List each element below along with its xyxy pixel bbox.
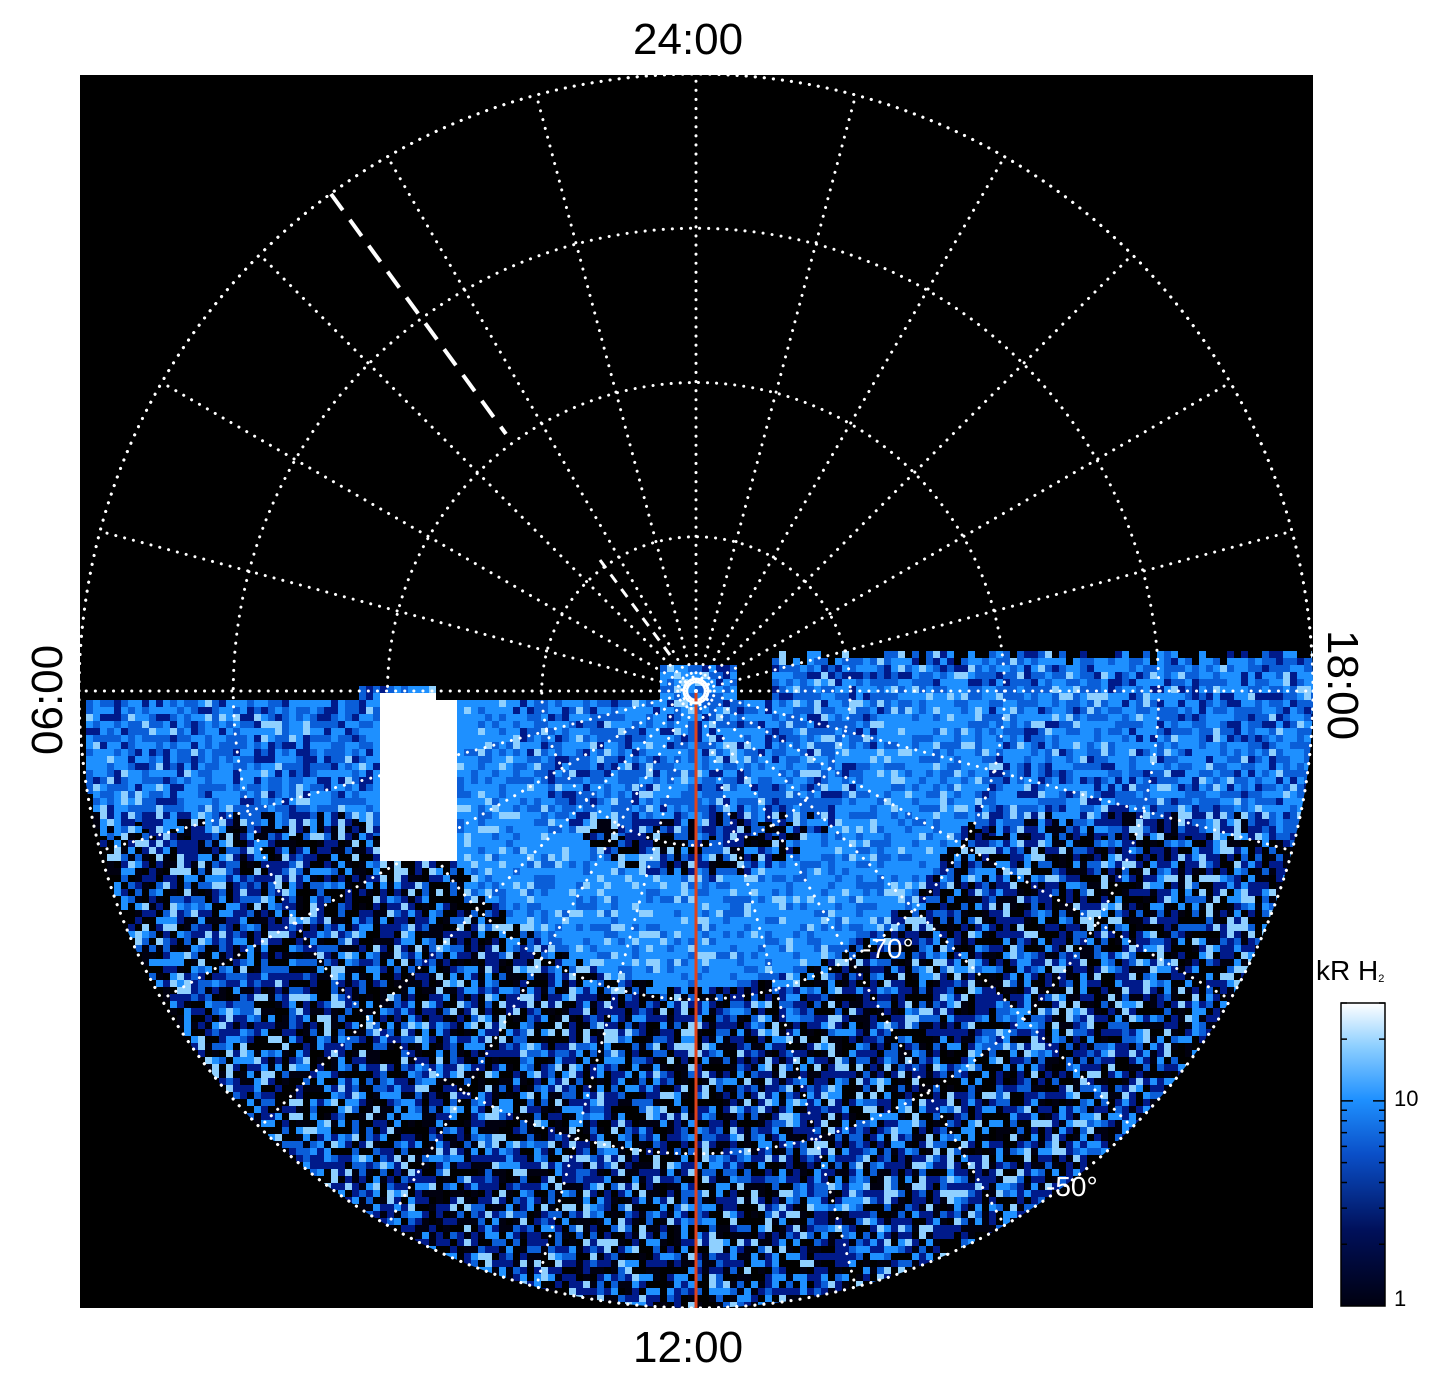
meridian-line-15 bbox=[258, 689, 698, 1129]
meridian-line-10 bbox=[694, 689, 1006, 1227]
pole-marker-dot bbox=[694, 689, 698, 693]
colorbar-title: kR H2 bbox=[1316, 955, 1385, 986]
auroral-emission-layer bbox=[86, 651, 1313, 1308]
meridian-line-22 bbox=[386, 155, 698, 693]
local-time-label-right: 18:00 bbox=[1318, 630, 1367, 741]
pole-marker bbox=[682, 677, 710, 705]
meridian-line-7 bbox=[694, 689, 1294, 853]
meridian-line-23 bbox=[534, 93, 698, 693]
meridian-line-16 bbox=[160, 689, 698, 1001]
meridian-line-20 bbox=[160, 381, 698, 693]
meridian-line-4 bbox=[694, 381, 1232, 693]
meridian-line-19 bbox=[98, 529, 698, 693]
meridian-line-9 bbox=[694, 689, 1134, 1129]
meridian-line-13 bbox=[534, 689, 698, 1289]
meridian-line-21 bbox=[258, 253, 698, 693]
meridian-line-5 bbox=[694, 529, 1294, 693]
meridian-line-17 bbox=[98, 689, 698, 853]
dashed-meridian-marker bbox=[329, 192, 508, 436]
meridian-line-14 bbox=[386, 689, 698, 1227]
latitude-label-70: -70° bbox=[862, 933, 914, 964]
local-time-label-bottom: 12:00 bbox=[633, 1323, 744, 1372]
meridian-line-3 bbox=[694, 253, 1134, 693]
latitude-label-50: -50° bbox=[1046, 1171, 1098, 1202]
meridian-line-8 bbox=[694, 689, 1232, 1001]
colorbar-minor-ticks bbox=[1341, 1002, 1385, 1246]
meridian-line-1 bbox=[694, 93, 858, 693]
meridian-line-11 bbox=[694, 689, 858, 1289]
colorbar-tick-10: 10 bbox=[1394, 1086, 1419, 1111]
meridian-line-2 bbox=[694, 155, 1006, 693]
local-time-label-left: 06:00 bbox=[23, 644, 72, 755]
latitude-ring-6 bbox=[680, 675, 712, 707]
colorbar-gradient bbox=[1340, 1002, 1386, 1307]
local-time-label-top: 24:00 bbox=[633, 15, 744, 64]
dashed-meridian-marker-inner bbox=[598, 559, 672, 656]
colorbar-tick-1: 1 bbox=[1394, 1286, 1407, 1311]
